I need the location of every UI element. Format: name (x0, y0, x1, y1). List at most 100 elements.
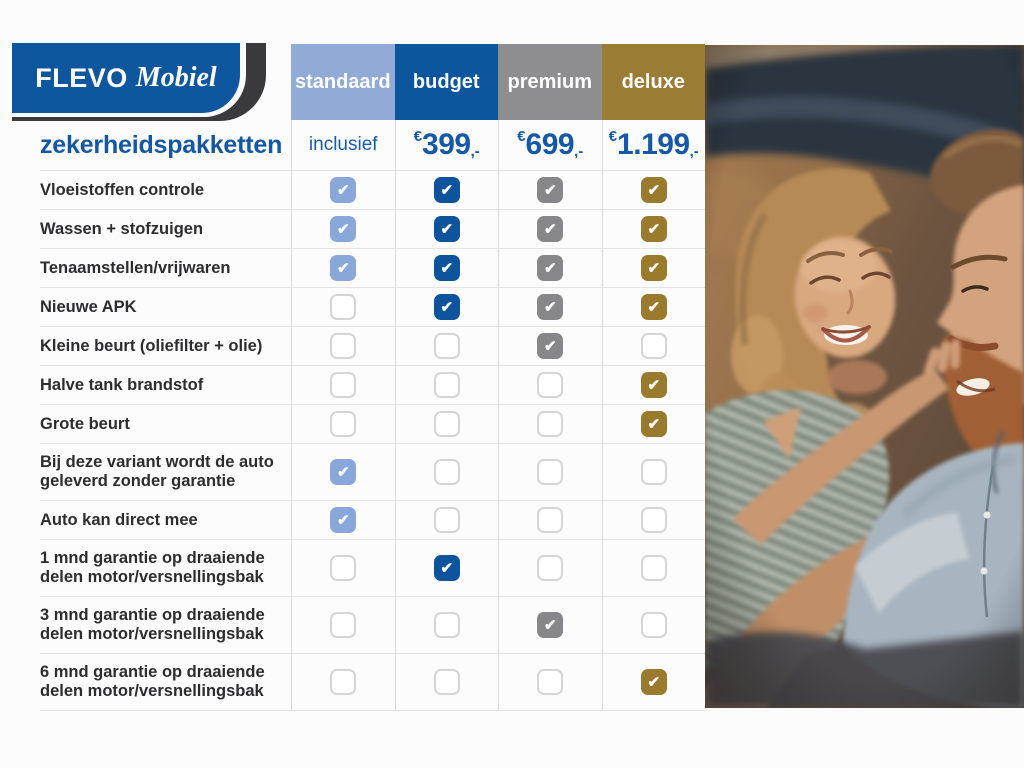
checkbox-premium[interactable] (537, 372, 564, 398)
checkbox-budget[interactable] (433, 612, 460, 638)
table-row: Vloeistoffen controle ✔ ✔ ✔ ✔ (40, 170, 705, 209)
checkbox-deluxe[interactable]: ✔ (640, 372, 667, 398)
checkbox-budget[interactable]: ✔ (433, 255, 460, 281)
checkbox-budget[interactable]: ✔ (433, 177, 460, 203)
feature-cell-deluxe: ✔ (601, 405, 706, 443)
checkbox-premium[interactable] (537, 459, 564, 485)
checkbox-premium[interactable] (537, 411, 564, 437)
feature-cell-deluxe: ✔ (601, 210, 706, 248)
feature-cell-budget: ✔ (394, 171, 499, 209)
checkbox-premium[interactable]: ✔ (537, 216, 564, 242)
package-header-premium: premium (498, 44, 602, 120)
checkbox-deluxe[interactable] (640, 555, 667, 581)
package-header-label: standaard (294, 70, 391, 93)
feature-cell-deluxe (601, 597, 706, 653)
checkbox-deluxe[interactable]: ✔ (640, 669, 667, 695)
checkbox-standaard[interactable] (330, 411, 357, 437)
checkbox-budget[interactable]: ✔ (433, 216, 460, 242)
feature-cell-premium (498, 540, 602, 596)
feature-cell-premium: ✔ (498, 327, 602, 365)
checkbox-deluxe[interactable]: ✔ (640, 255, 667, 281)
price-cell-premium: €699 ,- (498, 120, 602, 170)
price-value: €699 ,- (517, 126, 583, 164)
checkbox-budget[interactable] (433, 669, 460, 695)
table-row: 6 mnd garantie op draaiende delen motor/… (40, 653, 705, 711)
feature-cell-premium (498, 405, 602, 443)
currency-symbol: € (413, 128, 423, 145)
price-suffix: ,- (470, 143, 480, 160)
price-cell-standaard: inclusief (291, 120, 395, 170)
checkbox-standaard[interactable] (330, 372, 357, 398)
checkbox-budget[interactable]: ✔ (433, 555, 460, 581)
feature-label: Auto kan direct mee (40, 510, 198, 529)
checkbox-deluxe[interactable]: ✔ (640, 177, 667, 203)
feature-label-cell: Grote beurt (40, 405, 291, 443)
check-icon: ✔ (543, 298, 557, 316)
checkbox-budget[interactable]: ✔ (433, 294, 460, 320)
feature-cell-budget: ✔ (394, 210, 499, 248)
feature-cell-deluxe: ✔ (601, 249, 706, 287)
checkbox-standaard[interactable]: ✔ (330, 459, 357, 485)
feature-cell-budget (394, 501, 499, 539)
check-icon: ✔ (543, 220, 557, 238)
checkbox-deluxe[interactable]: ✔ (640, 411, 667, 437)
checkbox-standaard[interactable]: ✔ (330, 177, 357, 203)
package-header-standaard: standaard (291, 44, 395, 120)
feature-cell-standaard: ✔ (291, 444, 395, 500)
checkbox-premium[interactable] (537, 555, 564, 581)
check-icon: ✔ (440, 220, 454, 238)
feature-cell-standaard (291, 288, 395, 326)
feature-cell-standaard: ✔ (291, 210, 395, 248)
checkbox-deluxe[interactable] (640, 459, 667, 485)
checkbox-premium[interactable]: ✔ (537, 177, 564, 203)
checkbox-premium[interactable]: ✔ (537, 612, 564, 638)
price-amount: 699 (525, 128, 575, 161)
feature-cell-premium (498, 366, 602, 404)
price-suffix: ,- (689, 143, 699, 160)
checkbox-standaard[interactable]: ✔ (330, 507, 357, 533)
table-row: Kleine beurt (oliefilter + olie) ✔ (40, 326, 705, 365)
checkbox-deluxe[interactable] (640, 333, 667, 359)
checkbox-premium[interactable]: ✔ (537, 255, 564, 281)
feature-cell-premium: ✔ (498, 288, 602, 326)
currency-symbol: € (608, 128, 618, 145)
check-icon: ✔ (543, 616, 557, 634)
price-value: €1.199 ,- (609, 126, 699, 164)
checkbox-standaard[interactable] (330, 333, 357, 359)
check-icon: ✔ (647, 181, 661, 199)
checkbox-premium[interactable] (537, 507, 564, 533)
feature-cell-standaard: ✔ (291, 249, 395, 287)
checkbox-standaard[interactable] (330, 612, 357, 638)
feature-label: Tenaamstellen/vrijwaren (40, 258, 231, 277)
checkbox-budget[interactable] (433, 372, 460, 398)
checkbox-standaard[interactable] (330, 555, 357, 581)
checkbox-budget[interactable] (433, 459, 460, 485)
feature-label: Nieuwe APK (40, 297, 137, 316)
price-cell-budget: €399 ,- (394, 120, 499, 170)
check-icon: ✔ (647, 259, 661, 277)
check-icon: ✔ (336, 463, 350, 481)
checkbox-budget[interactable] (433, 411, 460, 437)
checkbox-deluxe[interactable] (640, 612, 667, 638)
checkbox-standaard[interactable] (330, 669, 357, 695)
feature-cell-standaard (291, 405, 395, 443)
check-icon: ✔ (440, 259, 454, 277)
feature-label: 3 mnd garantie op draaiende delen motor/… (40, 606, 265, 643)
checkbox-budget[interactable] (433, 507, 460, 533)
checkbox-deluxe[interactable] (640, 507, 667, 533)
check-icon: ✔ (647, 220, 661, 238)
checkbox-standaard[interactable] (330, 294, 357, 320)
price-amount: 1.199 (617, 128, 690, 161)
checkbox-premium[interactable]: ✔ (537, 294, 564, 320)
checkbox-premium[interactable] (537, 669, 564, 695)
table-row: Tenaamstellen/vrijwaren ✔ ✔ ✔ ✔ (40, 248, 705, 287)
table-title-cell: zekerheidspakketten (40, 120, 291, 170)
feature-cell-premium: ✔ (498, 249, 602, 287)
checkbox-budget[interactable] (433, 333, 460, 359)
checkbox-deluxe[interactable]: ✔ (640, 216, 667, 242)
checkbox-standaard[interactable]: ✔ (330, 216, 357, 242)
feature-cell-budget (394, 444, 499, 500)
checkbox-premium[interactable]: ✔ (537, 333, 564, 359)
checkbox-standaard[interactable]: ✔ (330, 255, 357, 281)
checkbox-deluxe[interactable]: ✔ (640, 294, 667, 320)
